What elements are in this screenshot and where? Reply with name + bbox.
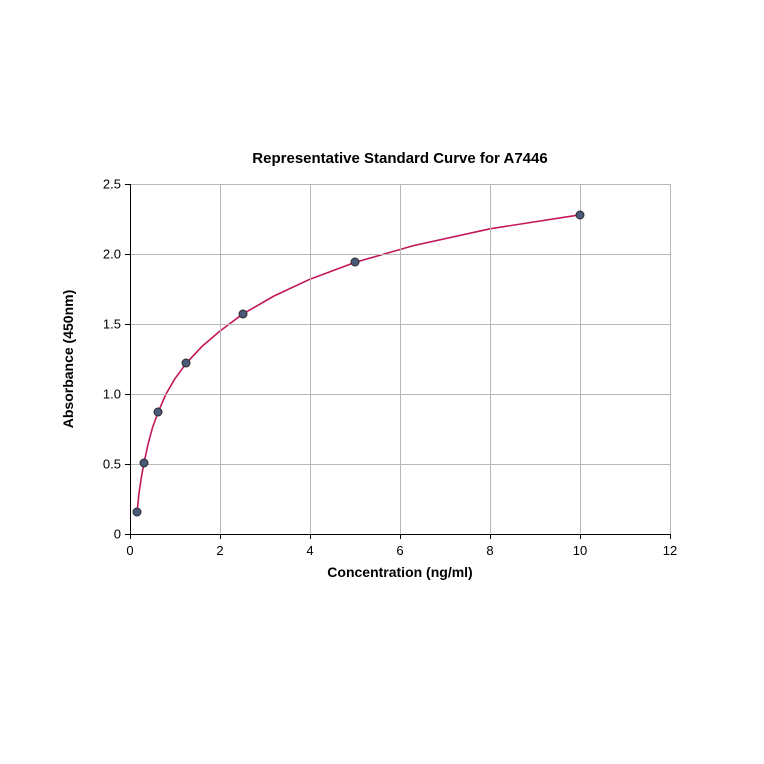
x-tick-label: 2 — [216, 543, 223, 558]
grid-line-horizontal — [130, 464, 670, 465]
grid-line-vertical — [670, 184, 671, 534]
x-tick-label: 0 — [126, 543, 133, 558]
grid-line-vertical — [310, 184, 311, 534]
grid-line-vertical — [580, 184, 581, 534]
x-axis-label: Concentration (ng/ml) — [327, 564, 472, 580]
grid-line-horizontal — [130, 394, 670, 395]
grid-line-vertical — [490, 184, 491, 534]
data-point — [133, 507, 142, 516]
grid-line-vertical — [220, 184, 221, 534]
grid-line-vertical — [400, 184, 401, 534]
y-tick-label: 2.5 — [89, 177, 121, 192]
y-tick-label: 0 — [89, 527, 121, 542]
axis-spine-bottom — [130, 534, 670, 535]
data-point — [238, 310, 247, 319]
x-tick-label: 6 — [396, 543, 403, 558]
x-tick-label: 8 — [486, 543, 493, 558]
y-tick-label: 0.5 — [89, 457, 121, 472]
y-tick-label: 1.5 — [89, 317, 121, 332]
data-point — [182, 359, 191, 368]
x-tick-label: 12 — [663, 543, 677, 558]
figure: Representative Standard Curve for A7446 … — [0, 0, 764, 764]
plot-area — [130, 184, 670, 534]
data-point — [576, 210, 585, 219]
x-tick-label: 10 — [573, 543, 587, 558]
y-tick-label: 2.0 — [89, 247, 121, 262]
data-point — [154, 408, 163, 417]
y-tick-label: 1.0 — [89, 387, 121, 402]
x-tick — [670, 534, 671, 539]
grid-line-horizontal — [130, 184, 670, 185]
y-axis-label: Absorbance (450nm) — [60, 290, 76, 428]
chart-title: Representative Standard Curve for A7446 — [252, 150, 547, 167]
grid-line-horizontal — [130, 324, 670, 325]
data-point — [140, 458, 149, 467]
axis-spine-left — [130, 184, 131, 534]
x-tick-label: 4 — [306, 543, 313, 558]
data-point — [351, 258, 360, 267]
grid-line-horizontal — [130, 254, 670, 255]
